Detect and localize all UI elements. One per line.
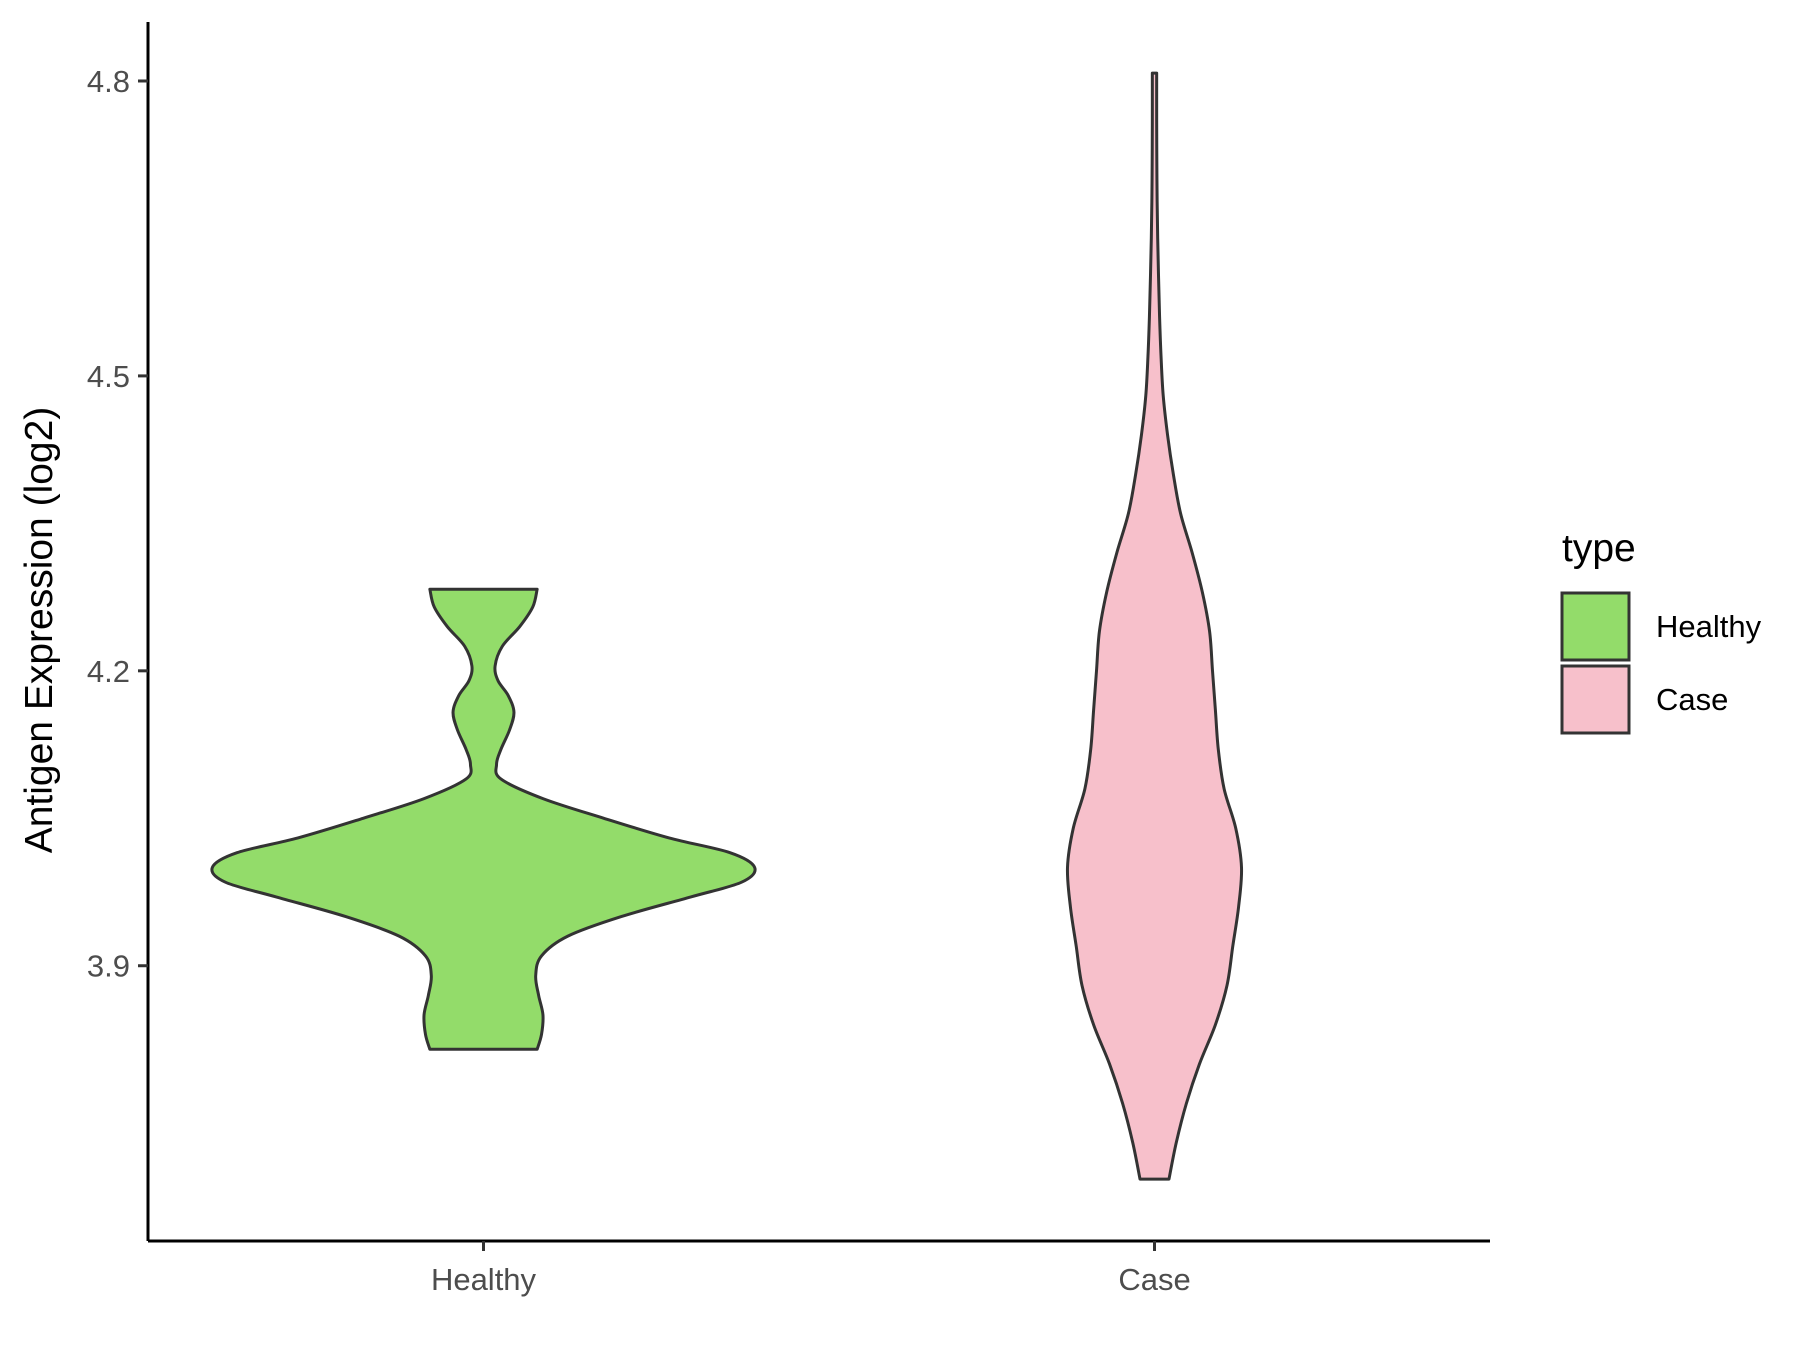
legend-title: type xyxy=(1562,527,1636,570)
x-axis-ticks: Healthy Case xyxy=(431,1241,1191,1297)
legend-label-case: Case xyxy=(1656,682,1728,717)
legend-swatch-case xyxy=(1560,664,1631,735)
legend-label-healthy: Healthy xyxy=(1656,609,1762,644)
violin-case xyxy=(1065,71,1244,1181)
violin-healthy xyxy=(210,587,757,1051)
y-axis-ticks: 3.9 4.2 4.5 4.8 xyxy=(87,64,148,984)
violin-group xyxy=(210,71,1244,1181)
x-tick-label: Healthy xyxy=(431,1262,537,1297)
legend-swatch-healthy xyxy=(1560,591,1631,662)
y-tick-label: 4.8 xyxy=(87,64,130,99)
legend: type Healthy Case xyxy=(1560,527,1762,735)
y-tick-label: 3.9 xyxy=(87,949,130,984)
y-tick-label: 4.5 xyxy=(87,359,130,394)
y-tick-label: 4.2 xyxy=(87,654,130,689)
x-tick-label: Case xyxy=(1118,1262,1190,1297)
legend-items: Healthy Case xyxy=(1560,591,1762,735)
y-axis-title: Antigen Expression (log2) xyxy=(18,407,61,854)
